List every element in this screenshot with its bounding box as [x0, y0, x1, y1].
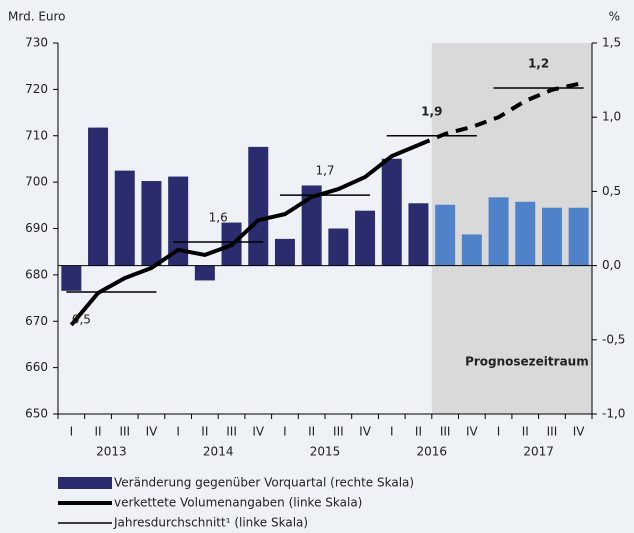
line — [69, 143, 420, 327]
bar — [435, 204, 456, 266]
growth-annotation: 1,6 — [209, 210, 228, 224]
x-tick-label: I — [70, 425, 74, 439]
x-tick-label: I — [176, 425, 180, 439]
year-label: 2014 — [203, 445, 234, 459]
bar — [355, 210, 376, 266]
bar — [488, 197, 509, 266]
x-tick-label: IV — [573, 425, 586, 439]
y-tick-label: 660 — [25, 360, 48, 374]
bar — [194, 265, 215, 281]
x-tick-label: III — [440, 425, 451, 439]
x-tick-label: IV — [146, 425, 159, 439]
legend-label: Veränderung gegenüber Vorquartal (rechte… — [114, 476, 414, 490]
year-label: 2016 — [417, 445, 448, 459]
y-tick-label: 720 — [25, 82, 48, 96]
x-tick-label: III — [226, 425, 237, 439]
x-tick-label: I — [497, 425, 501, 439]
x-tick-label: IV — [359, 425, 372, 439]
bar — [408, 203, 429, 266]
x-tick-label: III — [547, 425, 558, 439]
y-tick-label: 730 — [25, 36, 48, 50]
growth-annotation: 1,7 — [315, 164, 334, 178]
y2-axis-label: % — [609, 10, 620, 24]
x-tick-label: I — [390, 425, 394, 439]
x-tick-label: I — [283, 425, 287, 439]
year-label: 2017 — [523, 445, 554, 459]
bar — [568, 207, 589, 266]
y2-tick-label: 1,0 — [602, 110, 621, 124]
bar — [61, 265, 82, 291]
bar — [515, 201, 536, 266]
legend-label: verkettete Volumenangaben (linke Skala) — [114, 496, 362, 510]
y-tick-label: 690 — [25, 221, 48, 235]
legend-swatch — [58, 477, 112, 489]
bar — [248, 146, 269, 266]
x-tick-label: II — [95, 425, 102, 439]
x-tick-label: III — [119, 425, 130, 439]
y-tick-label: 710 — [25, 128, 48, 142]
year-label: 2013 — [96, 445, 127, 459]
x-tick-label: III — [333, 425, 344, 439]
line — [417, 81, 580, 147]
bar — [141, 181, 162, 266]
y-tick-label: 650 — [25, 407, 48, 421]
y-tick-label: 700 — [25, 175, 48, 189]
growth-annotation: 1,9 — [421, 104, 442, 118]
bar — [541, 207, 562, 266]
bar — [88, 127, 109, 266]
growth-annotation: 0,5 — [72, 313, 91, 327]
y-axis-label: Mrd. Euro — [8, 10, 66, 24]
x-tick-label: II — [522, 425, 529, 439]
bar — [328, 228, 349, 266]
y2-tick-label: 0,5 — [602, 184, 621, 198]
bar — [274, 238, 295, 266]
year-label: 2015 — [310, 445, 341, 459]
y-tick-label: 680 — [25, 267, 48, 281]
legend-label: Jahresdurchschnitt¹ (linke Skala) — [113, 516, 308, 530]
bar — [168, 176, 189, 266]
y2-tick-label: 1,5 — [602, 36, 621, 50]
bar — [301, 185, 322, 266]
x-tick-label: II — [308, 425, 315, 439]
x-tick-label: IV — [252, 425, 265, 439]
y-tick-label: 670 — [25, 314, 48, 328]
bar — [114, 170, 135, 266]
forecast-label: Prognosezeitraum — [465, 355, 589, 369]
bar — [461, 234, 482, 266]
x-tick-label: II — [201, 425, 208, 439]
forecast-region — [431, 43, 592, 414]
y2-tick-label: -1,0 — [602, 407, 625, 421]
y2-tick-label: 0,0 — [602, 258, 621, 272]
x-tick-label: II — [415, 425, 422, 439]
x-tick-label: IV — [466, 425, 479, 439]
bar — [381, 158, 402, 266]
y2-tick-label: -0,5 — [602, 332, 625, 346]
growth-annotation: 1,2 — [528, 56, 549, 70]
